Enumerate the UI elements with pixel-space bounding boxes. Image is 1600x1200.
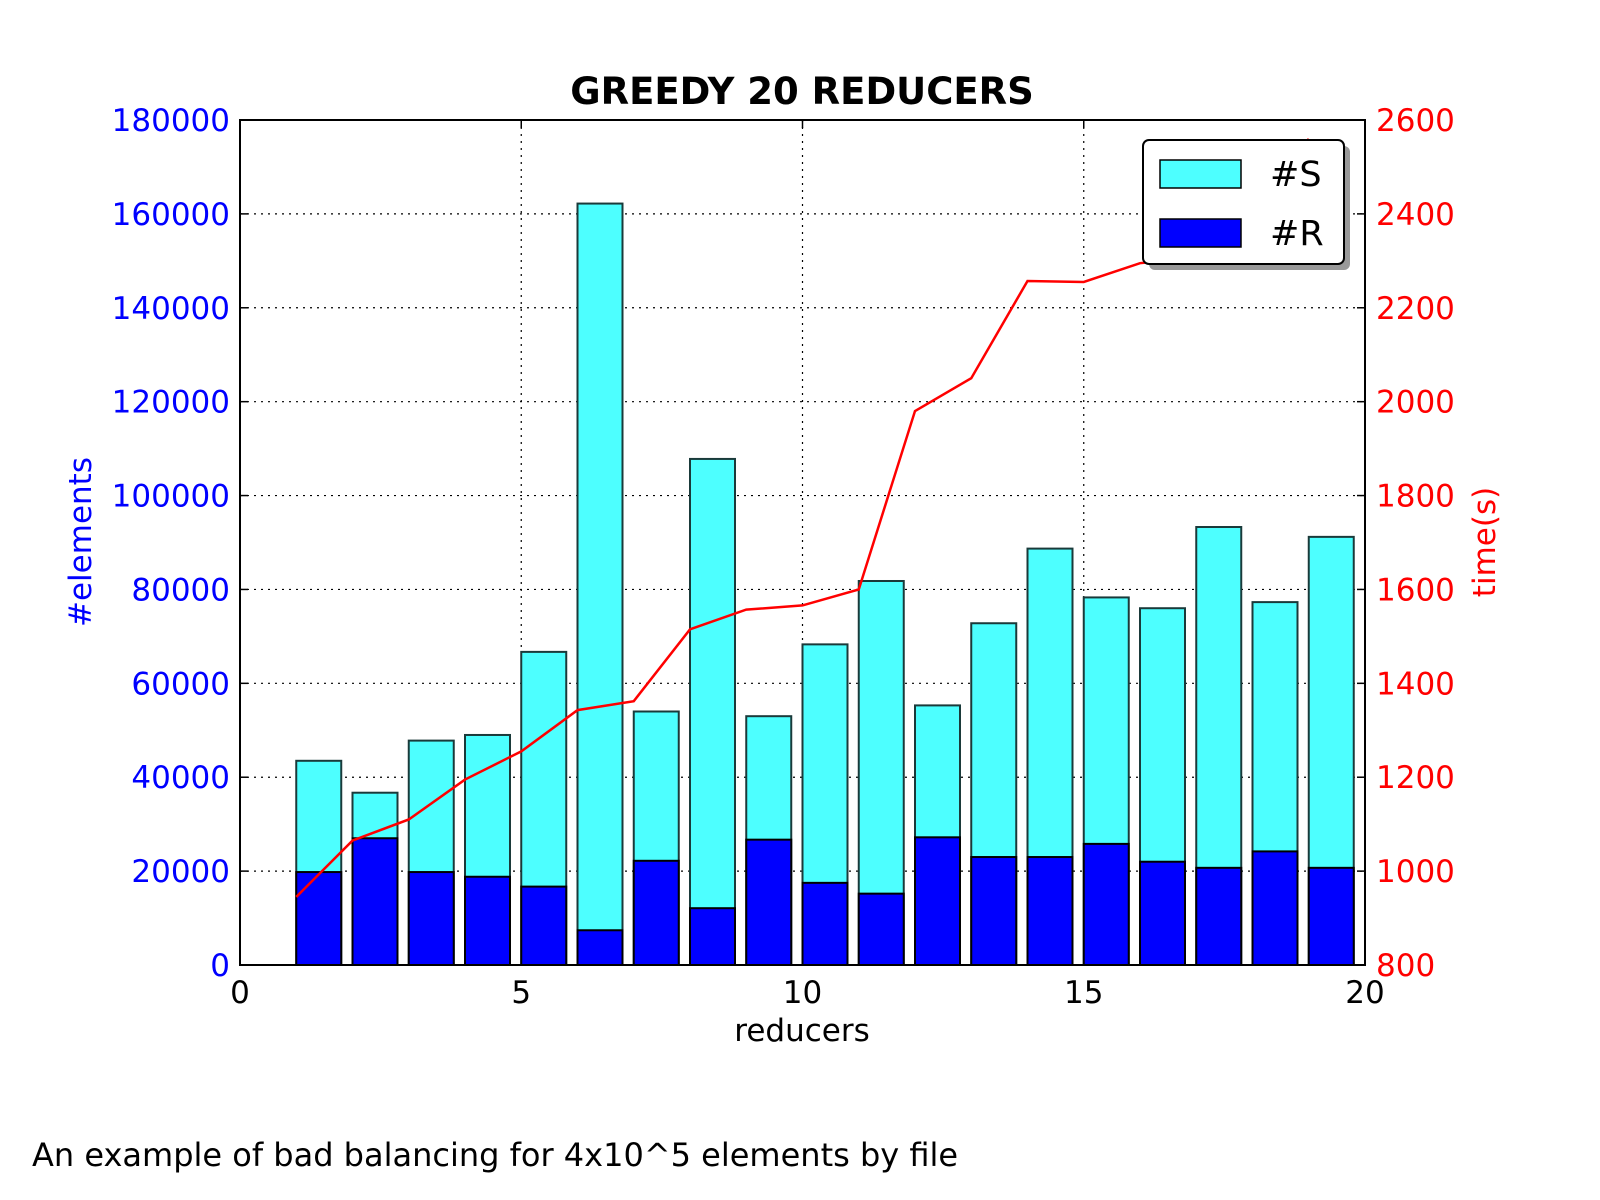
y-tick-label: 120000 — [112, 385, 230, 421]
bar-r — [407, 871, 455, 966]
bar-r — [351, 837, 399, 966]
y-tick-label: 140000 — [112, 291, 230, 327]
y-tick-label: 40000 — [131, 760, 230, 796]
bar-s — [576, 202, 624, 967]
y2-tick-label: 1000 — [1376, 854, 1455, 890]
y-tick-label: 0 — [210, 948, 230, 984]
y2-tick-label: 1200 — [1376, 760, 1455, 796]
bar-r — [801, 881, 849, 967]
bar-r — [1195, 866, 1243, 967]
x-tick-label: 10 — [783, 975, 822, 1011]
y-axis-ticks: 0 20000 40000 60000 80000 100000 120000 140000 1… — [112, 103, 248, 984]
x-axis-ticks: 0 5 10 15 20 — [230, 120, 1385, 1011]
bar-r — [295, 871, 343, 966]
y-tick-label: 20000 — [131, 854, 230, 890]
time-line — [295, 138, 1310, 898]
y-tick-label: 60000 — [131, 666, 230, 702]
x-tick-label: 20 — [1345, 975, 1384, 1011]
bars-r-series — [295, 836, 1355, 967]
y2-tick-label: 2400 — [1376, 197, 1455, 233]
legend-swatch-r — [1159, 218, 1242, 248]
y2-axis-ticks: 800 1000 1200 1400 1600 1800 2000 2200 2400 2600 — [1357, 103, 1455, 984]
y2-tick-label: 2200 — [1376, 291, 1455, 327]
time-line-layer — [295, 138, 1310, 898]
bar-r — [1082, 842, 1130, 967]
bar-r — [576, 929, 624, 966]
y-axis-label: #elements — [63, 457, 99, 627]
bar-r — [914, 836, 961, 966]
y2-tick-label: 1800 — [1376, 479, 1455, 515]
bars-s-series — [295, 202, 1355, 967]
legend-label-s: #S — [1270, 155, 1322, 195]
chart-title: GREEDY 20 REDUCERS — [570, 70, 1034, 113]
bar-r — [1307, 866, 1355, 967]
y2-tick-label: 2600 — [1376, 103, 1455, 139]
x-tick-label: 5 — [511, 975, 531, 1011]
legend-swatch-s — [1159, 159, 1242, 189]
legend: #S #R — [1142, 139, 1350, 270]
x-tick-label: 0 — [230, 975, 250, 1011]
legend-label-r: #R — [1270, 214, 1324, 254]
figure-caption: An example of bad balancing for 4x10^5 e… — [32, 1136, 959, 1174]
bar-r — [1251, 850, 1299, 967]
bar-r — [1139, 860, 1186, 967]
x-tick-label: 15 — [1064, 975, 1103, 1011]
bar-r — [464, 875, 511, 966]
y-tick-label: 80000 — [131, 572, 230, 608]
y2-tick-label: 800 — [1376, 948, 1435, 984]
y2-tick-label: 1600 — [1376, 572, 1455, 608]
bar-r — [857, 892, 905, 967]
x-axis-label: reducers — [734, 1013, 869, 1049]
bar-r — [520, 885, 568, 967]
bar-r — [632, 859, 680, 966]
bar-r — [745, 838, 793, 966]
bar-r — [1026, 856, 1074, 966]
y2-tick-label: 2000 — [1376, 385, 1455, 421]
y-tick-label: 100000 — [112, 479, 230, 515]
grid-lines — [240, 120, 1365, 965]
y2-tick-label: 1400 — [1376, 666, 1455, 702]
y2-axis-label: time(s) — [1467, 487, 1503, 597]
y-tick-label: 180000 — [112, 103, 230, 139]
bar-s — [689, 457, 736, 966]
y-tick-label: 160000 — [112, 197, 230, 233]
bar-r — [689, 907, 736, 966]
bar-r — [970, 856, 1018, 966]
